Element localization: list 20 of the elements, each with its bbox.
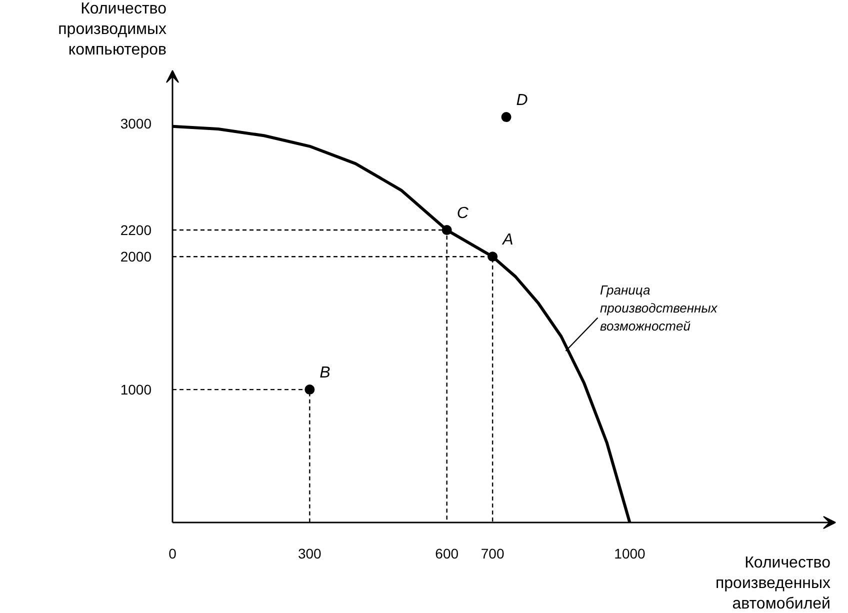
point — [442, 225, 452, 236]
x-tick-label: 1000 — [614, 546, 646, 562]
y-tick-label: 2200 — [120, 222, 152, 238]
annotation: B — [320, 364, 331, 382]
x-tick-label: 300 — [298, 546, 322, 562]
y-tick-label: 3000 — [120, 116, 152, 132]
y-tick-label: 1000 — [120, 382, 152, 398]
point — [304, 384, 315, 395]
point — [501, 112, 512, 122]
x-tick-label: 600 — [435, 546, 459, 562]
annotation: D — [516, 92, 528, 110]
x-tick-label: 0 — [168, 546, 177, 562]
annotation: A — [502, 232, 514, 249]
x-axis-title: Количество произведенных автомобилей — [715, 554, 831, 612]
point — [488, 252, 498, 262]
x-tick-label: 700 — [480, 546, 504, 562]
y-axis-title: Количество производимых компьютеров — [58, 0, 167, 58]
annotation: C — [456, 205, 469, 222]
annotation: Граница производственных возможностей — [600, 282, 718, 334]
y-tick-label: 2000 — [120, 248, 152, 265]
